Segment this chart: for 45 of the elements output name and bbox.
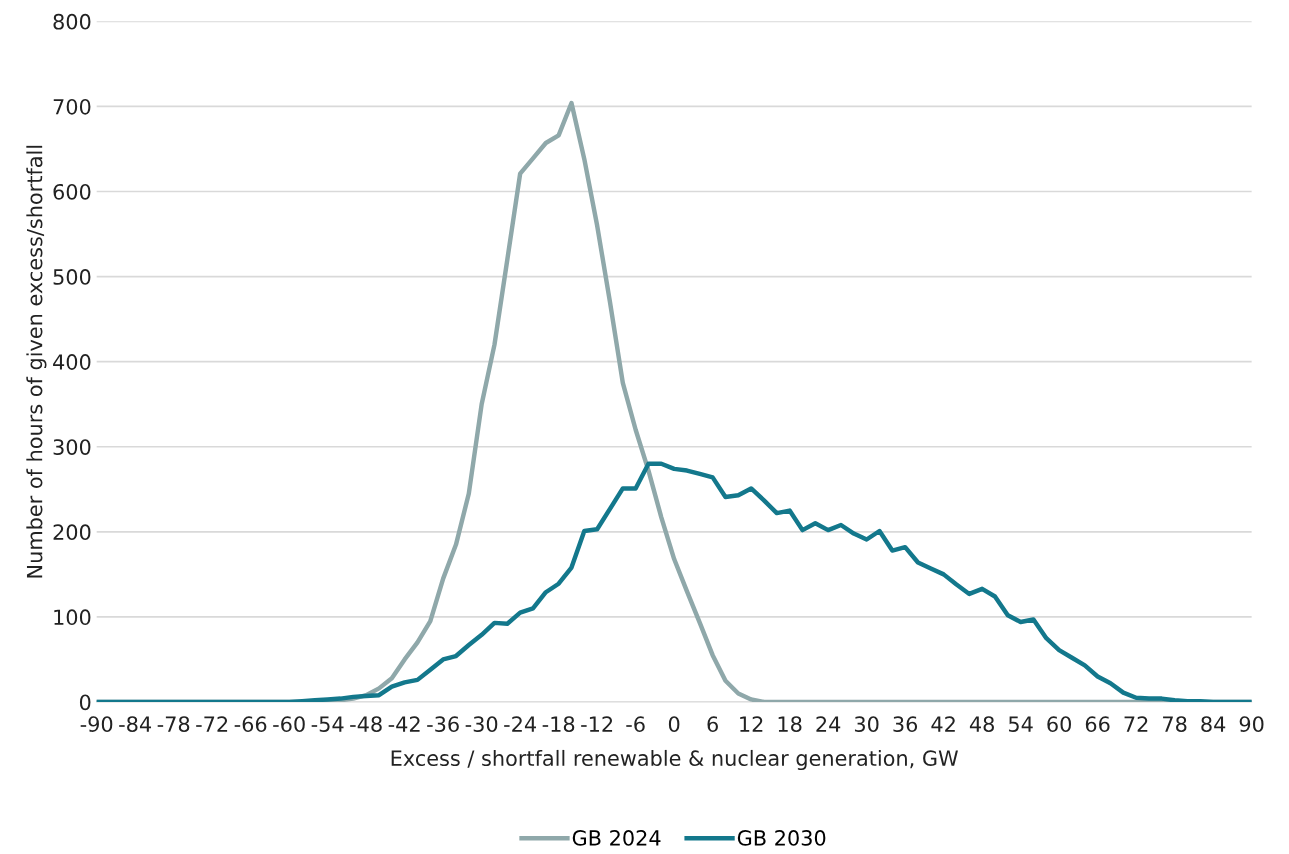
x-axis-title: Excess / shortfall renewable & nuclear generation, GW bbox=[391, 749, 958, 771]
x-tick-label: -66 bbox=[234, 716, 267, 732]
x-tick-label: -78 bbox=[157, 716, 190, 732]
line-series bbox=[96, 461, 1252, 702]
y-tick-label: 0 bbox=[79, 694, 91, 711]
y-tick-label: 200 bbox=[53, 524, 91, 541]
x-tick-label: -30 bbox=[465, 716, 498, 732]
x-tick-label: -12 bbox=[581, 716, 613, 732]
x-tick-label: 54 bbox=[1008, 716, 1033, 732]
x-tick-label: -6 bbox=[626, 716, 645, 732]
x-tick-label: -42 bbox=[388, 716, 420, 732]
x-tick-label: 78 bbox=[1163, 716, 1187, 732]
y-tick-label: 100 bbox=[54, 609, 91, 626]
x-tick-label: -54 bbox=[311, 716, 344, 732]
x-tick-label: 12 bbox=[740, 716, 763, 732]
x-tick-label: 90 bbox=[1239, 716, 1264, 732]
x-tick-label: -18 bbox=[542, 716, 575, 732]
x-tick-label: 42 bbox=[931, 716, 955, 732]
x-tick-label: 0 bbox=[668, 716, 680, 732]
y-tick-label: 500 bbox=[53, 269, 91, 285]
x-tick-label: -36 bbox=[427, 716, 459, 732]
y-tick-label: 700 bbox=[53, 98, 91, 115]
x-tick-label: 18 bbox=[778, 716, 802, 732]
x-tick-label: 30 bbox=[854, 716, 879, 732]
x-tick-label: 6 bbox=[707, 716, 718, 732]
y-tick-label: 600 bbox=[53, 183, 91, 200]
x-tick-label: 48 bbox=[969, 716, 994, 732]
x-tick-label: 36 bbox=[893, 716, 918, 732]
x-tick-label: -84 bbox=[119, 716, 152, 732]
x-tick-label: -48 bbox=[350, 716, 382, 732]
x-tick-label: -72 bbox=[196, 716, 228, 732]
x-tick-label: -90 bbox=[80, 716, 113, 732]
y-tick-label: 300 bbox=[53, 439, 91, 455]
x-tick-label: 84 bbox=[1201, 716, 1226, 732]
x-tick-label: 72 bbox=[1124, 716, 1148, 732]
x-tick-label: -60 bbox=[273, 716, 305, 732]
y-tick-label: 800 bbox=[53, 13, 91, 30]
x-tick-label: 66 bbox=[1085, 716, 1110, 732]
legend-label: GB 2030 bbox=[737, 830, 826, 846]
y-axis-title: Number of hours of given excess/shortfall bbox=[26, 145, 47, 578]
x-tick-label: 60 bbox=[1047, 716, 1071, 732]
y-tick-label: 400 bbox=[53, 354, 91, 370]
legend-label: GB 2024 bbox=[572, 830, 661, 846]
x-tick-label: -24 bbox=[504, 716, 536, 732]
x-tick-label: 24 bbox=[816, 716, 841, 732]
